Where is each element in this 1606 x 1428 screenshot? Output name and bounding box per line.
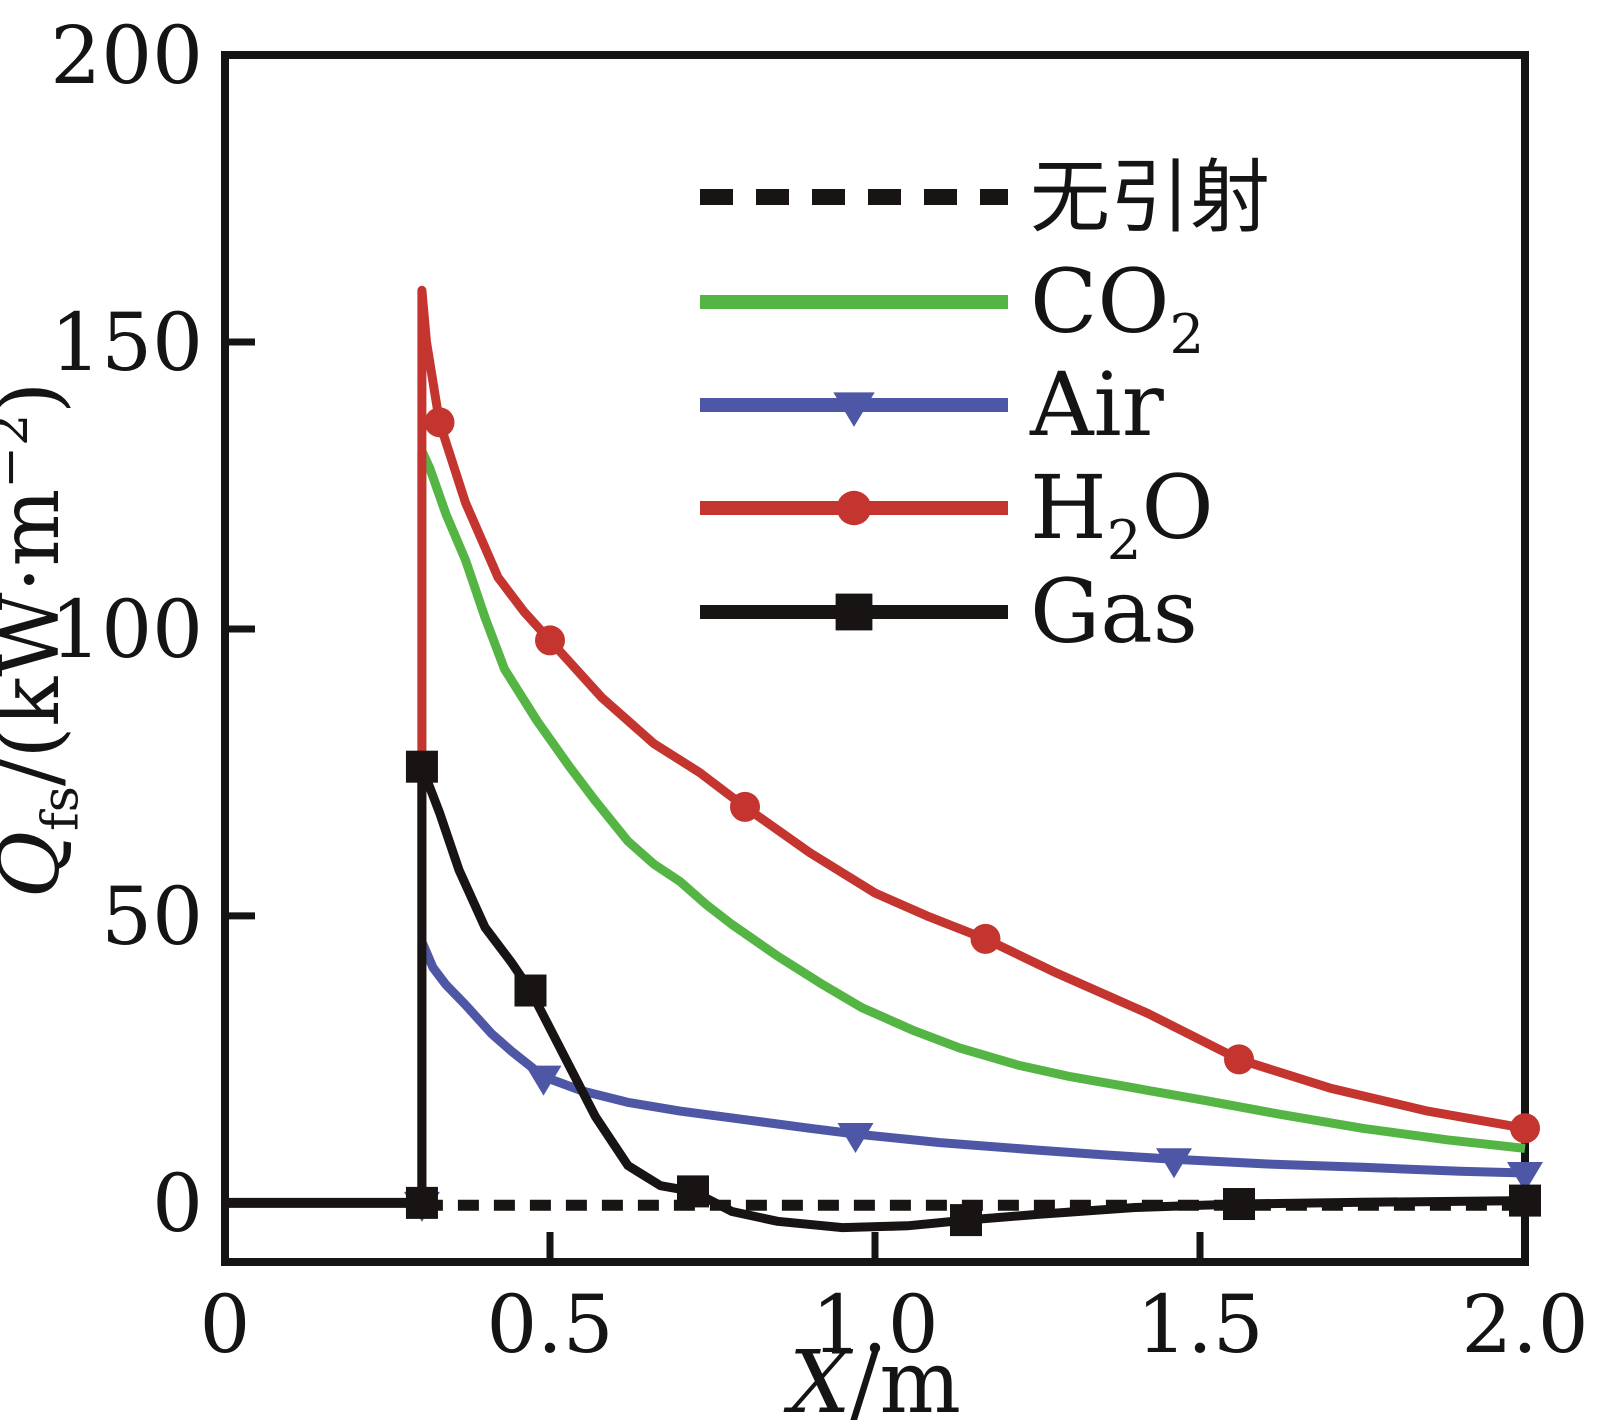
series-gas-marker xyxy=(405,1186,438,1219)
series-h2o-marker xyxy=(1510,1113,1540,1144)
series-co2-line xyxy=(417,446,1526,1203)
series-gas-marker xyxy=(405,750,438,783)
y-tick-label: 0 xyxy=(152,1157,203,1250)
series-air-marker xyxy=(837,1123,874,1154)
x-tick-label: 2.0 xyxy=(1461,1278,1588,1371)
x-tick-label: 0.5 xyxy=(486,1278,613,1371)
y-tick-label: 50 xyxy=(101,870,203,963)
series-gas-marker xyxy=(514,974,547,1007)
x-tick-label: 0 xyxy=(200,1278,251,1371)
y-axis-title: Qfs/(kW·m−2) xyxy=(0,382,90,899)
y-tick-label: 150 xyxy=(50,296,203,389)
x-tick-label: 1.0 xyxy=(811,1278,938,1371)
legend-marker-h2o xyxy=(836,490,872,526)
series-air-marker xyxy=(525,1065,562,1096)
series-h2o-line xyxy=(417,285,1526,1203)
series-air-marker xyxy=(1507,1162,1543,1193)
legend-label-gas: Gas xyxy=(1030,560,1198,663)
legend-marker-air xyxy=(833,392,875,427)
series-gas-marker xyxy=(1509,1184,1541,1217)
legend-marker-gas xyxy=(835,593,873,631)
series-air-marker xyxy=(1156,1148,1192,1179)
legend-label-no_ejection: 无引射 xyxy=(1030,151,1270,244)
legend-label-co2: CO2 xyxy=(1030,250,1204,366)
series-group xyxy=(225,285,1543,1237)
legend-label-air: Air xyxy=(1029,353,1165,456)
series-gas-line xyxy=(417,762,1526,1233)
legend-label-h2o: H2O xyxy=(1030,456,1214,572)
series-h2o-marker xyxy=(730,791,760,822)
series-h2o-marker xyxy=(535,625,565,656)
x-axis-title: X/m xyxy=(783,1333,961,1428)
series-gas-marker xyxy=(1223,1188,1255,1221)
series-h2o-marker xyxy=(1224,1044,1254,1075)
series-air-line xyxy=(417,937,1526,1203)
legend xyxy=(700,189,1008,631)
series-h2o-marker xyxy=(970,923,1001,954)
series-gas-marker xyxy=(677,1175,709,1208)
series-h2o-marker xyxy=(424,407,455,438)
y-tick-label: 100 xyxy=(50,583,203,676)
series-gas-marker xyxy=(950,1204,982,1237)
y-tick-label: 200 xyxy=(50,9,203,102)
x-tick-label: 1.5 xyxy=(1136,1278,1263,1371)
